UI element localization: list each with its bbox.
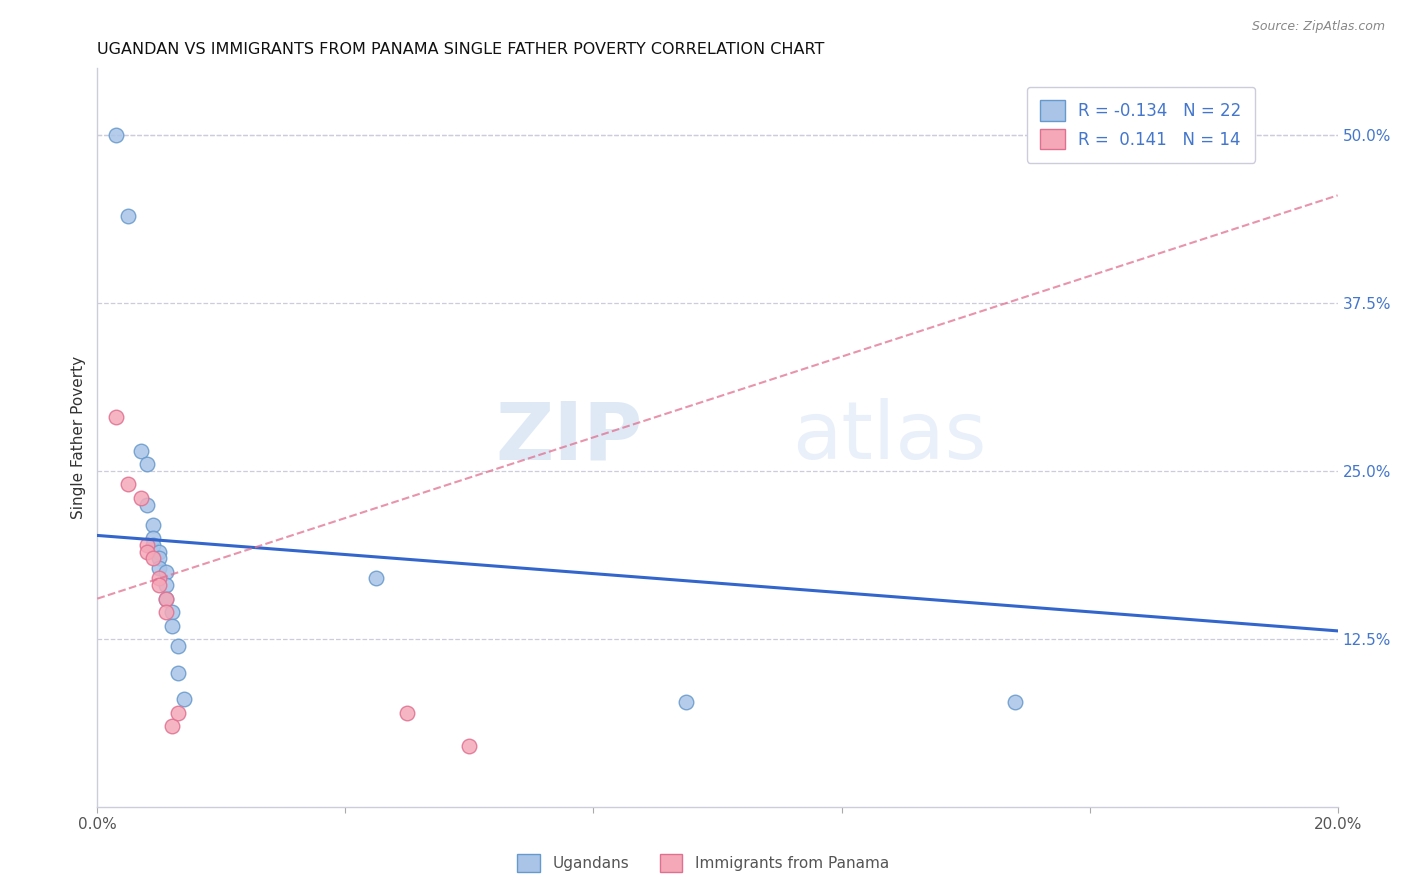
Point: [167, 665, 190, 680]
Point: [675, 695, 697, 709]
Point: [117, 477, 139, 491]
Point: [136, 538, 159, 552]
Point: [142, 517, 165, 532]
Point: [148, 578, 170, 592]
Point: [160, 719, 183, 733]
Point: [366, 571, 388, 585]
Point: [104, 128, 127, 142]
Point: [129, 491, 152, 505]
Point: [136, 544, 159, 558]
Legend: R = -0.134   N = 22, R =  0.141   N = 14: R = -0.134 N = 22, R = 0.141 N = 14: [1026, 87, 1256, 162]
Point: [142, 551, 165, 566]
Point: [155, 565, 177, 579]
Y-axis label: Single Father Poverty: Single Father Poverty: [72, 356, 86, 519]
Point: [155, 591, 177, 606]
Point: [167, 706, 190, 720]
Text: UGANDAN VS IMMIGRANTS FROM PANAMA SINGLE FATHER POVERTY CORRELATION CHART: UGANDAN VS IMMIGRANTS FROM PANAMA SINGLE…: [97, 42, 825, 57]
Point: [142, 531, 165, 545]
Text: Source: ZipAtlas.com: Source: ZipAtlas.com: [1251, 20, 1385, 33]
Point: [142, 538, 165, 552]
Point: [148, 560, 170, 574]
Point: [148, 571, 170, 585]
Point: [167, 639, 190, 653]
Text: ZIP: ZIP: [496, 399, 643, 476]
Point: [160, 605, 183, 619]
Point: [396, 706, 419, 720]
Point: [136, 498, 159, 512]
Point: [148, 551, 170, 566]
Point: [155, 605, 177, 619]
Point: [1004, 695, 1026, 709]
Point: [136, 457, 159, 471]
Point: [155, 578, 177, 592]
Point: [117, 209, 139, 223]
Point: [160, 618, 183, 632]
Point: [458, 739, 481, 754]
Point: [173, 692, 195, 706]
Point: [129, 443, 152, 458]
Point: [148, 544, 170, 558]
Text: atlas: atlas: [792, 399, 986, 476]
Legend: Ugandans, Immigrants from Panama: Ugandans, Immigrants from Panama: [509, 846, 897, 880]
Point: [104, 410, 127, 425]
Point: [155, 591, 177, 606]
